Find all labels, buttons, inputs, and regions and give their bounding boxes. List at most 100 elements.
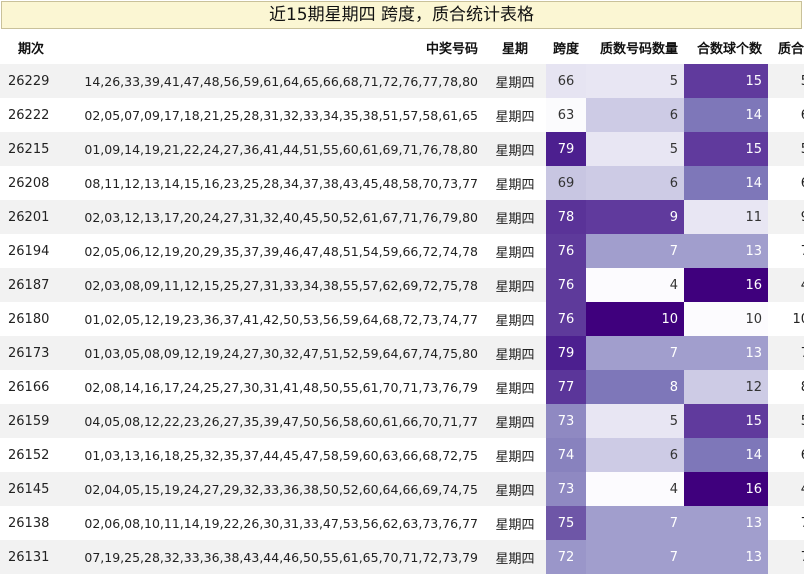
composite-count-cell: 13 xyxy=(684,336,768,370)
weekday-cell: 星期四 xyxy=(495,177,535,193)
composite-count-cell: 14 xyxy=(684,166,768,200)
header-ratio[interactable]: 质合比值 xyxy=(777,41,804,57)
numbers-cell: 01,02,05,12,19,23,36,37,41,42,50,53,56,5… xyxy=(84,311,478,327)
ratio-cell: 4:16 xyxy=(768,268,804,302)
header-composite-count[interactable]: 合数球个数 xyxy=(696,41,762,57)
ratio-cell: 5:15 xyxy=(768,64,804,98)
ratio-cell: 9:11 xyxy=(768,200,804,234)
table-row: 26180 01,02,05,12,19,23,36,37,41,42,50,53… xyxy=(0,302,804,336)
composite-count-cell: 10 xyxy=(684,302,768,336)
table-row: 26187 02,03,08,09,11,12,15,25,27,31,33,34… xyxy=(0,268,804,302)
table-row: 26152 01,03,13,16,18,25,32,35,37,44,45,47… xyxy=(0,438,804,472)
header-prime-count[interactable]: 质数号码数量 xyxy=(599,41,678,57)
prime-count-cell: 7 xyxy=(586,336,684,370)
numbers-cell: 02,05,06,12,19,20,29,35,37,39,46,47,48,5… xyxy=(84,243,478,259)
ratio-cell: 5:15 xyxy=(768,404,804,438)
prime-count-cell: 5 xyxy=(586,404,684,438)
period-cell: 26159 xyxy=(0,404,72,438)
period-cell: 26152 xyxy=(8,447,50,463)
prime-count-cell: 5 xyxy=(586,132,684,166)
weekday-cell: 星期四 xyxy=(484,200,546,234)
span-cell: 78 xyxy=(546,200,586,234)
numbers-cell: 02,06,08,10,11,14,19,22,26,30,31,33,47,5… xyxy=(84,515,478,531)
weekday-cell: 星期四 xyxy=(495,517,535,533)
table-row: 26201 02,03,12,13,17,20,24,27,31,32,40,45… xyxy=(0,200,804,234)
numbers-cell: 04,05,08,12,22,23,26,27,35,39,47,50,56,5… xyxy=(72,404,484,438)
prime-count-cell: 7 xyxy=(586,506,684,540)
weekday-cell: 星期四 xyxy=(484,336,546,370)
numbers-cell: 08,11,12,13,14,15,16,23,25,28,34,37,38,4… xyxy=(84,175,478,191)
header-weekday[interactable]: 星期 xyxy=(501,41,528,57)
period-cell: 26208 xyxy=(8,175,50,191)
numbers-cell: 02,03,08,09,11,12,15,25,27,31,33,34,38,5… xyxy=(72,268,484,302)
span-cell: 63 xyxy=(546,98,586,132)
weekday-cell: 星期四 xyxy=(495,449,535,465)
span-cell: 74 xyxy=(546,438,586,472)
period-cell: 26173 xyxy=(0,336,72,370)
numbers-cell: 01,03,05,08,09,12,19,24,27,30,32,47,51,5… xyxy=(72,336,484,370)
composite-count-cell: 16 xyxy=(684,472,768,506)
period-cell: 26215 xyxy=(0,132,72,166)
prime-count-cell: 6 xyxy=(586,438,684,472)
composite-count-cell: 13 xyxy=(684,506,768,540)
period-cell: 26187 xyxy=(0,268,72,302)
numbers-cell: 01,03,13,16,18,25,32,35,37,44,45,47,58,5… xyxy=(84,447,478,463)
weekday-cell: 星期四 xyxy=(484,540,546,574)
table-row: 26159 04,05,08,12,22,23,26,27,35,39,47,50… xyxy=(0,404,804,438)
prime-count-cell: 8 xyxy=(586,370,684,404)
weekday-cell: 星期四 xyxy=(484,64,546,98)
prime-count-cell: 10 xyxy=(586,302,684,336)
ratio-cell: 6:14 xyxy=(768,98,804,132)
ratio-cell: 7:13 xyxy=(768,234,804,268)
composite-count-cell: 16 xyxy=(684,268,768,302)
composite-count-cell: 12 xyxy=(684,370,768,404)
header-period[interactable]: 期次 xyxy=(18,41,45,57)
span-cell: 72 xyxy=(546,540,586,574)
period-cell: 26180 xyxy=(8,311,50,327)
period-cell: 26145 xyxy=(0,472,72,506)
header-numbers[interactable]: 中奖号码 xyxy=(425,41,478,57)
period-cell: 26138 xyxy=(8,515,50,531)
weekday-cell: 星期四 xyxy=(495,313,535,329)
ratio-cell: 7:13 xyxy=(768,336,804,370)
table-row: 26208 08,11,12,13,14,15,16,23,25,28,34,37… xyxy=(0,166,804,200)
period-cell: 26229 xyxy=(0,64,72,98)
span-cell: 75 xyxy=(546,506,586,540)
header-span[interactable]: 跨度 xyxy=(552,41,579,57)
numbers-cell: 02,05,07,09,17,18,21,25,28,31,32,33,34,3… xyxy=(84,107,478,123)
span-cell: 77 xyxy=(546,370,586,404)
table-row: 26145 02,04,05,15,19,24,27,29,32,33,36,38… xyxy=(0,472,804,506)
prime-count-cell: 7 xyxy=(586,234,684,268)
numbers-cell: 02,03,12,13,17,20,24,27,31,32,40,45,50,5… xyxy=(72,200,484,234)
weekday-cell: 星期四 xyxy=(484,268,546,302)
table-row: 26173 01,03,05,08,09,12,19,24,27,30,32,47… xyxy=(0,336,804,370)
weekday-cell: 星期四 xyxy=(495,245,535,261)
ratio-cell: 6:14 xyxy=(768,438,804,472)
numbers-cell: 14,26,33,39,41,47,48,56,59,61,64,65,66,6… xyxy=(72,64,484,98)
period-cell: 26201 xyxy=(0,200,72,234)
prime-count-cell: 6 xyxy=(586,98,684,132)
prime-count-cell: 9 xyxy=(586,200,684,234)
span-cell: 73 xyxy=(546,404,586,438)
ratio-cell: 7:13 xyxy=(768,506,804,540)
table-row: 26215 01,09,14,19,21,22,24,27,36,41,44,51… xyxy=(0,132,804,166)
weekday-cell: 星期四 xyxy=(484,404,546,438)
span-cell: 66 xyxy=(546,64,586,98)
composite-count-cell: 14 xyxy=(684,438,768,472)
weekday-cell: 星期四 xyxy=(495,109,535,125)
prime-count-cell: 7 xyxy=(586,540,684,574)
ratio-cell: 8:12 xyxy=(768,370,804,404)
ratio-cell: 7:13 xyxy=(768,540,804,574)
composite-count-cell: 15 xyxy=(684,132,768,166)
ratio-cell: 6:14 xyxy=(768,166,804,200)
prime-count-cell: 4 xyxy=(586,268,684,302)
prime-count-cell: 5 xyxy=(586,64,684,98)
span-cell: 76 xyxy=(546,302,586,336)
table-title: 近15期星期四 跨度，质合统计表格 xyxy=(1,1,802,29)
composite-count-cell: 13 xyxy=(684,540,768,574)
table-row: 26194 02,05,06,12,19,20,29,35,37,39,46,47… xyxy=(0,234,804,268)
composite-count-cell: 14 xyxy=(684,98,768,132)
numbers-cell: 07,19,25,28,32,33,36,38,43,44,46,50,55,6… xyxy=(72,540,484,574)
composite-count-cell: 15 xyxy=(684,404,768,438)
period-cell: 26194 xyxy=(8,243,50,259)
